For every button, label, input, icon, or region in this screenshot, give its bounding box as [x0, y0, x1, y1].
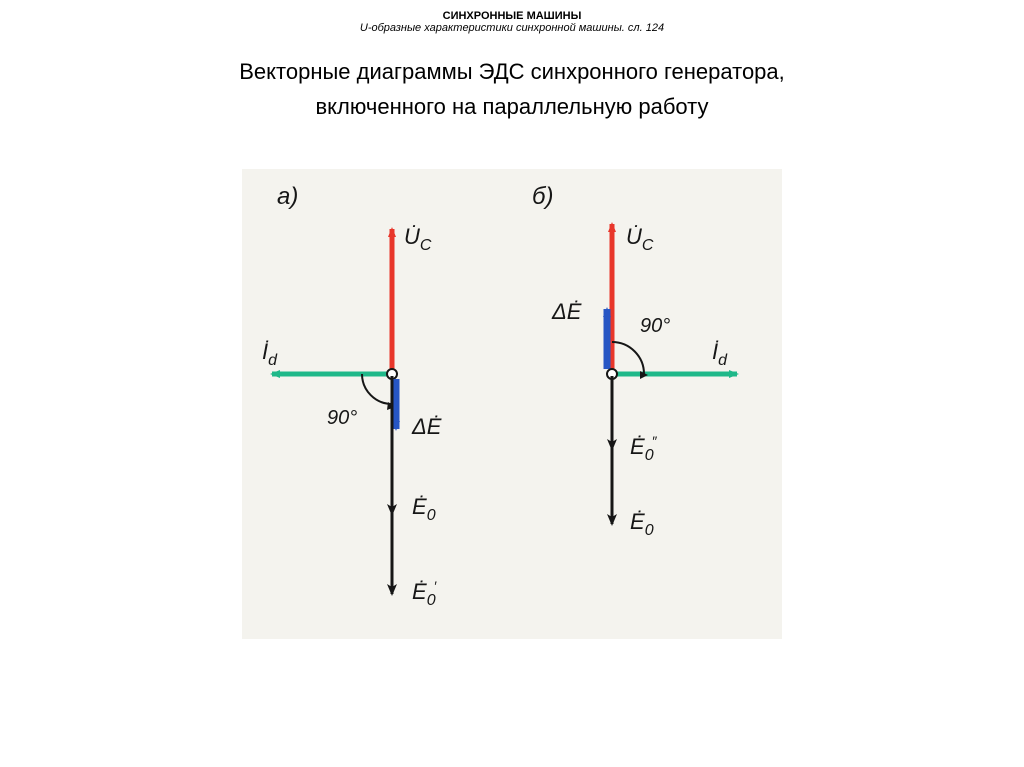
panel-b-label: б)	[532, 183, 554, 210]
label-90-a: 90°	[327, 407, 357, 429]
header-title: СИНХРОННЫЕ МАШИНЫ	[0, 10, 1024, 22]
main-title-line2: включенного на параллельную работу	[0, 89, 1024, 124]
label-de-a: ΔĖ	[411, 414, 442, 439]
main-title-line1: Векторные диаграммы ЭДС синхронного гене…	[0, 54, 1024, 89]
main-title: Векторные диаграммы ЭДС синхронного гене…	[0, 54, 1024, 124]
header-subtitle: U-образные характеристики синхронной маш…	[0, 22, 1024, 34]
vector-diagram-svg: а) U̇C İd 90° ΔĖ	[212, 144, 812, 664]
diagram-background	[242, 169, 782, 639]
diagram-container: а) U̇C İd 90° ΔĖ	[0, 144, 1024, 704]
page-header: СИНХРОННЫЕ МАШИНЫ U-образные характерист…	[0, 0, 1024, 34]
panel-a-label: а)	[277, 183, 298, 210]
label-90-b: 90°	[640, 315, 670, 337]
label-de-b: ΔĖ	[551, 299, 582, 324]
